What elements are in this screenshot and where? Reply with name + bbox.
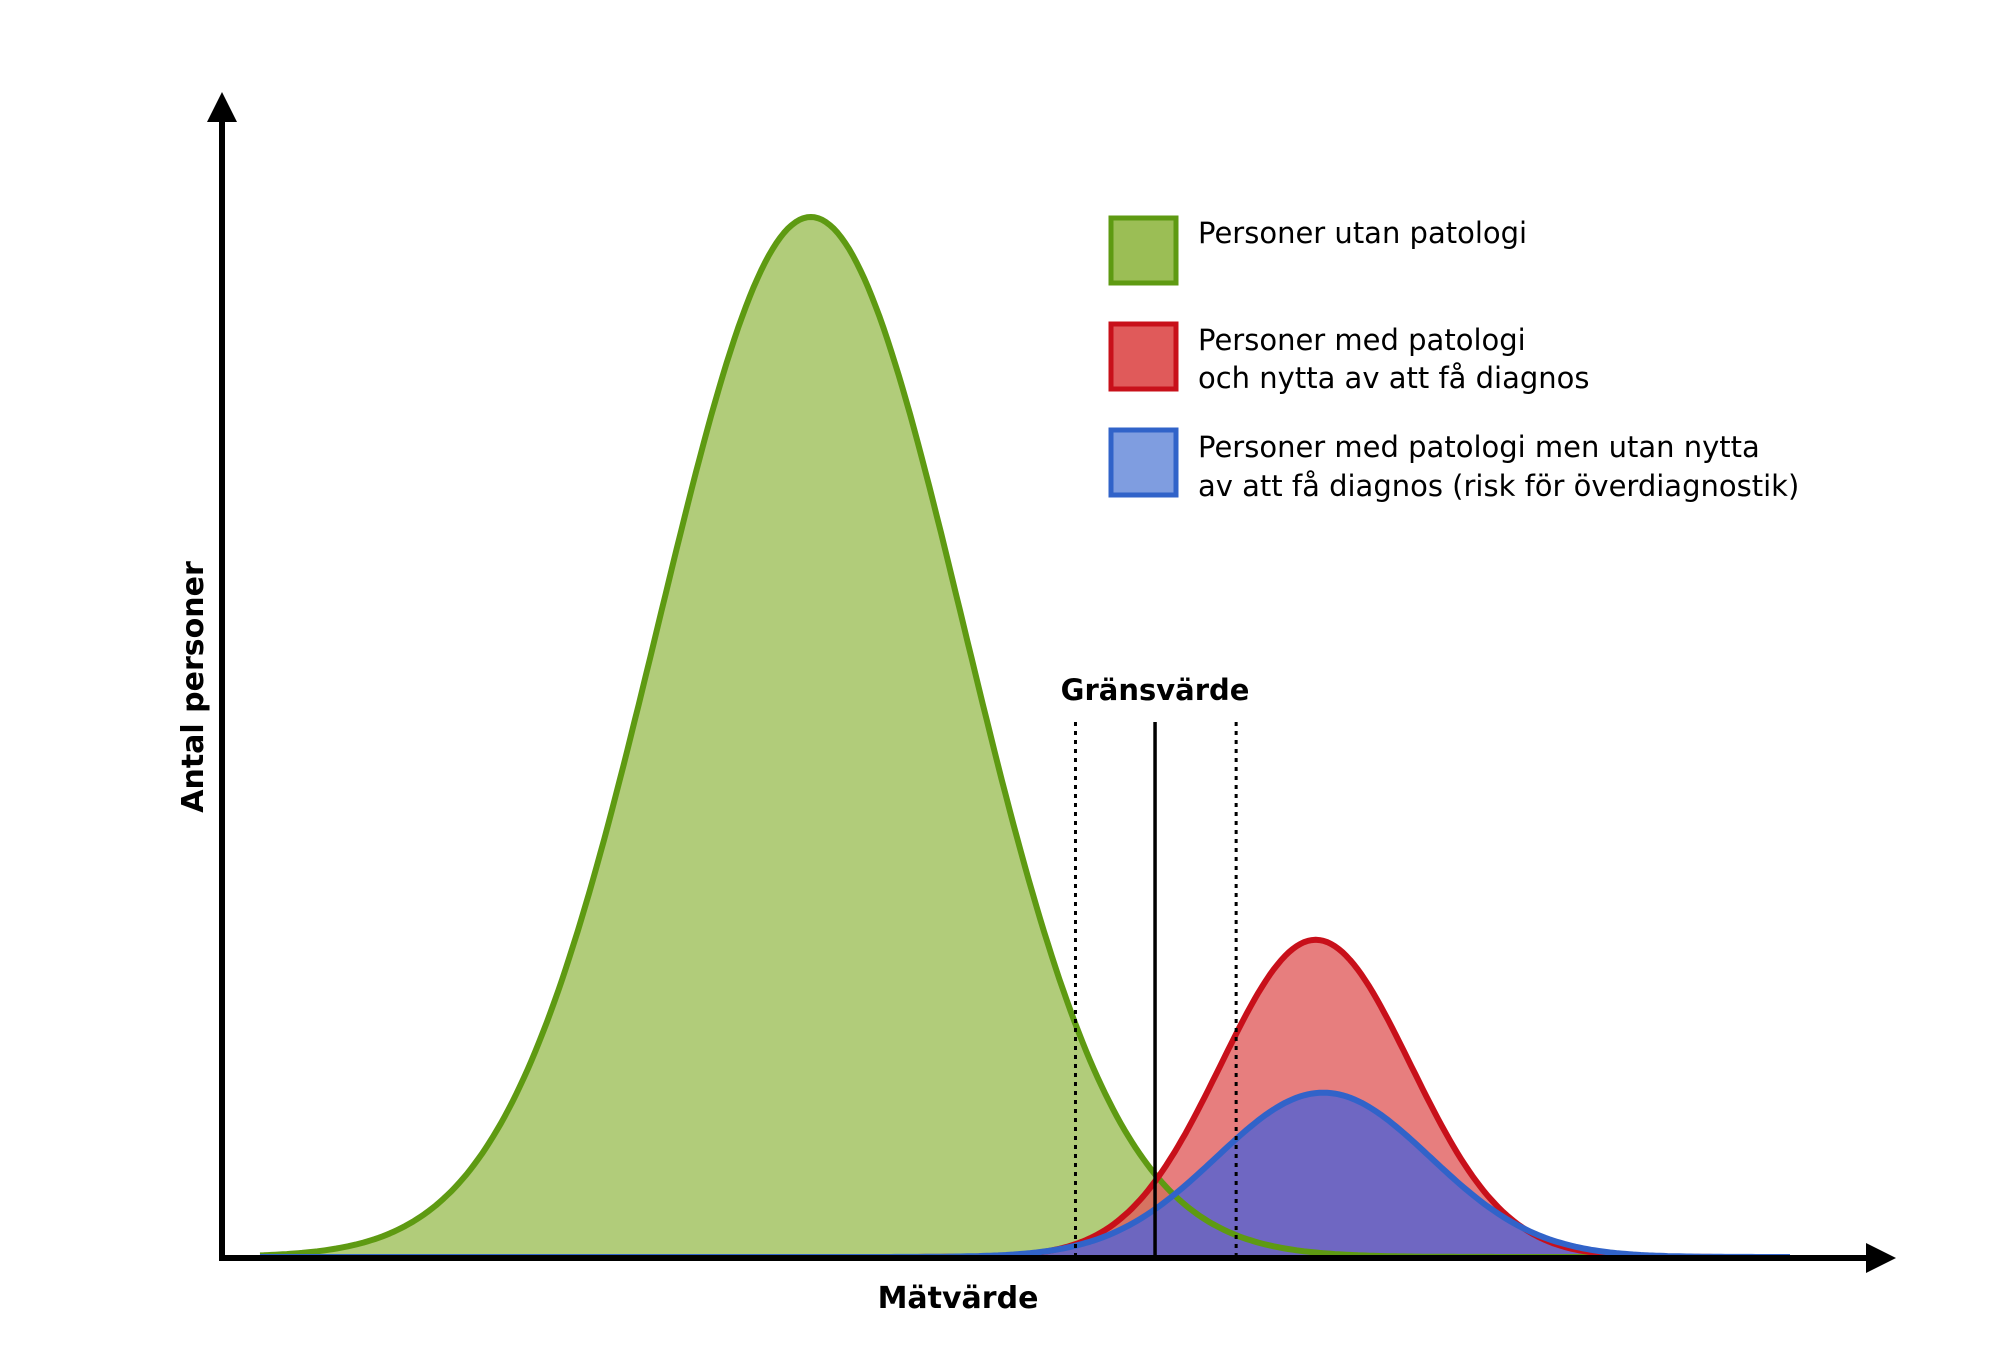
legend-item-overdiagnosis: Personer med patologi men utan nytta av … bbox=[1108, 427, 1799, 503]
legend-label-overdiagnosis-line2: av att få diagnos (risk för överdiagnost… bbox=[1198, 469, 1799, 503]
legend-label-healthy: Personer utan patologi bbox=[1198, 216, 1527, 250]
overdiagnosis-distribution-area bbox=[260, 1092, 1790, 1257]
legend: Personer utan patologi Personer med pato… bbox=[1108, 215, 1799, 503]
legend-label-benefit-line1: Personer med patologi bbox=[1198, 323, 1526, 357]
legend-item-healthy: Personer utan patologi bbox=[1108, 215, 1527, 286]
x-axis-arrowhead bbox=[1866, 1243, 1896, 1273]
healthy-distribution-area bbox=[260, 217, 1790, 1257]
axes: Mätvärde Antal personer bbox=[176, 92, 1896, 1316]
y-axis-label: Antal personer bbox=[176, 561, 211, 813]
legend-swatch-overdiagnosis bbox=[1108, 427, 1179, 498]
legend-item-benefit: Personer med patologi och nytta av att f… bbox=[1108, 321, 1590, 395]
legend-swatch-benefit bbox=[1108, 321, 1179, 392]
y-axis-arrowhead bbox=[207, 92, 237, 122]
legend-label-benefit-line2: och nytta av att få diagnos bbox=[1198, 361, 1590, 395]
x-axis-label: Mätvärde bbox=[878, 1281, 1039, 1316]
threshold-group: Gränsvärde bbox=[1061, 673, 1250, 1257]
legend-label-overdiagnosis-line1: Personer med patologi men utan nytta bbox=[1198, 430, 1760, 464]
threshold-label: Gränsvärde bbox=[1061, 673, 1250, 707]
distribution-fills bbox=[260, 217, 1790, 1257]
legend-swatch-healthy bbox=[1108, 215, 1179, 286]
